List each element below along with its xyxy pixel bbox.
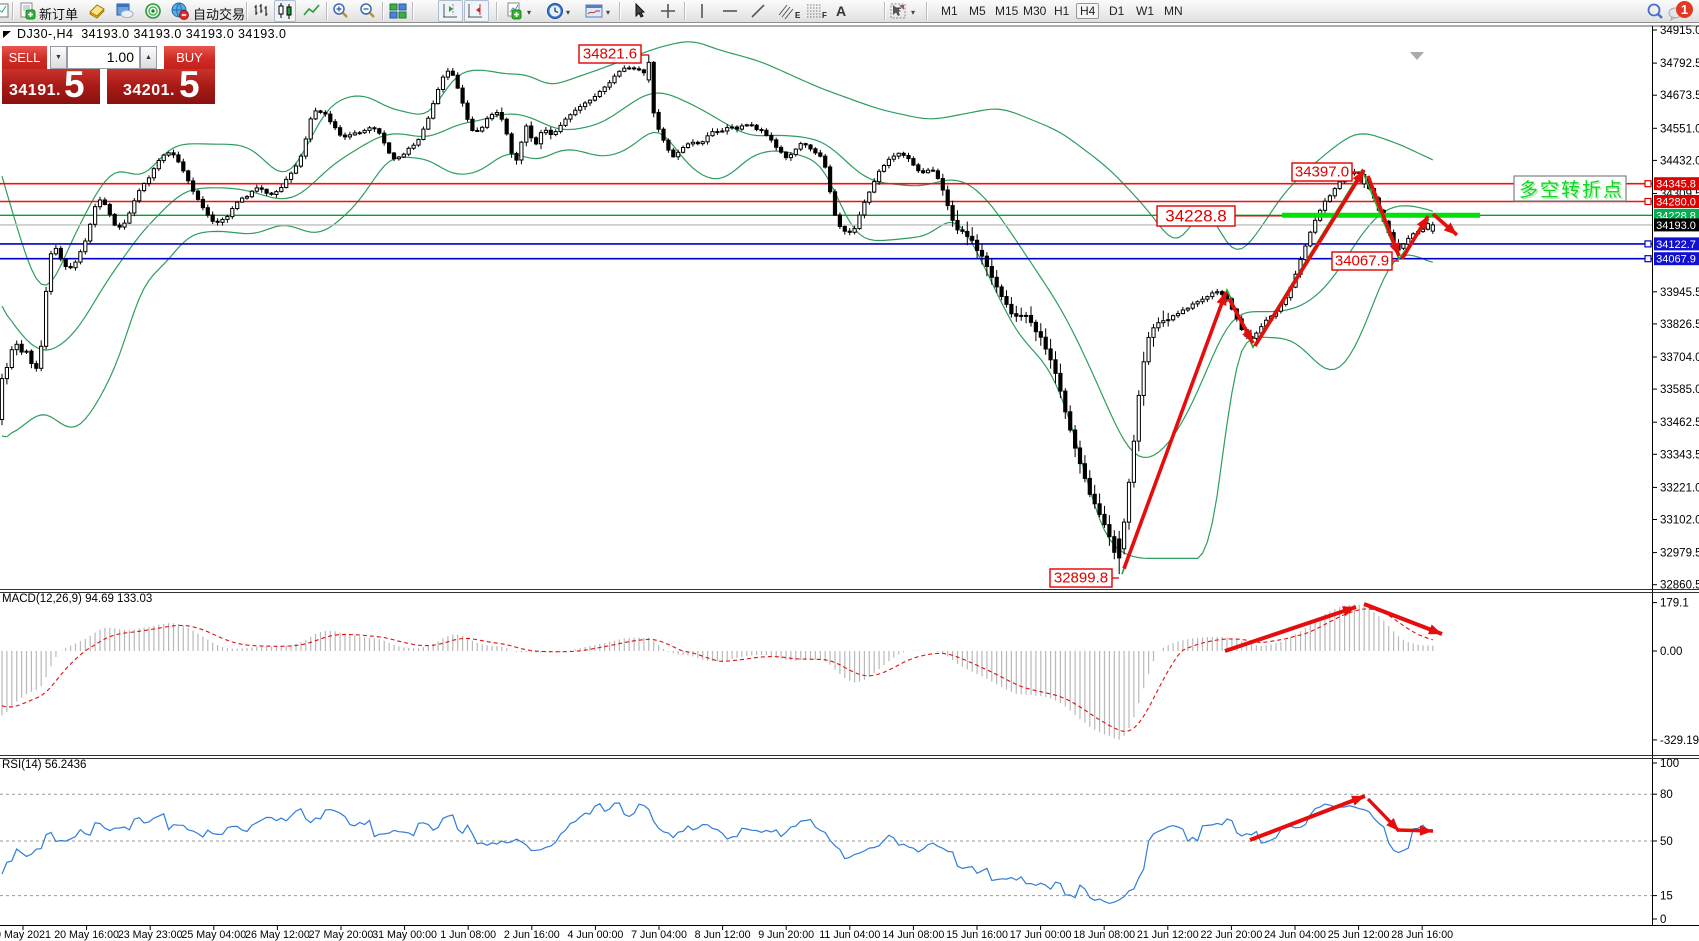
svg-text:179.1: 179.1	[1660, 598, 1689, 610]
svg-text:20 May 16:00: 20 May 16:00	[54, 929, 119, 941]
svg-text:多空转折点: 多空转折点	[1519, 179, 1622, 201]
svg-text:80: 80	[1660, 789, 1673, 801]
svg-text:34193.0: 34193.0	[1656, 220, 1696, 232]
svg-text:9 Jun 20:00: 9 Jun 20:00	[758, 929, 814, 941]
svg-text:33102.0: 33102.0	[1660, 515, 1699, 527]
svg-text:33343.5: 33343.5	[1660, 449, 1699, 461]
svg-text:22 Jun 20:00: 22 Jun 20:00	[1200, 929, 1262, 941]
svg-text:33704.0: 33704.0	[1660, 352, 1699, 364]
svg-text:34228.8: 34228.8	[1165, 207, 1226, 226]
svg-text:4 Jun 00:00: 4 Jun 00:00	[567, 929, 623, 941]
svg-text:-329.19: -329.19	[1660, 735, 1699, 747]
svg-text:34067.9: 34067.9	[1656, 254, 1696, 266]
svg-text:32979.5: 32979.5	[1660, 548, 1699, 560]
svg-text:34280.0: 34280.0	[1656, 197, 1696, 209]
svg-text:34915.0: 34915.0	[1660, 25, 1699, 37]
svg-text:14 Jun 08:00: 14 Jun 08:00	[882, 929, 944, 941]
svg-text:DJ30-,H4 34193.0 34193.0 3419: DJ30-,H4 34193.0 34193.0 34193.0 34193.0	[17, 27, 286, 41]
svg-text:MACD(12,26,9) 94.69 133.03: MACD(12,26,9) 94.69 133.03	[2, 593, 152, 605]
svg-text:15 Jun 16:00: 15 Jun 16:00	[946, 929, 1008, 941]
svg-text:8 Jun 12:00: 8 Jun 12:00	[695, 929, 751, 941]
svg-text:26 May 12:00: 26 May 12:00	[245, 929, 310, 941]
svg-text:33585.0: 33585.0	[1660, 384, 1699, 396]
svg-text:RSI(14) 56.2436: RSI(14) 56.2436	[2, 759, 86, 771]
svg-text:34551.0: 34551.0	[1660, 123, 1699, 135]
svg-text:32860.5: 32860.5	[1660, 580, 1699, 592]
svg-text:34673.5: 34673.5	[1660, 90, 1699, 102]
svg-text:9 May 2021: 9 May 2021	[0, 929, 51, 941]
svg-text:15: 15	[1660, 891, 1673, 903]
svg-text:25 Jun 12:00: 25 Jun 12:00	[1328, 929, 1390, 941]
svg-text:18 Jun 08:00: 18 Jun 08:00	[1073, 929, 1135, 941]
svg-text:25 May 04:00: 25 May 04:00	[181, 929, 246, 941]
svg-text:1 Jun 08:00: 1 Jun 08:00	[440, 929, 496, 941]
svg-text:32899.8: 32899.8	[1054, 570, 1108, 587]
svg-text:27 May 20:00: 27 May 20:00	[309, 929, 374, 941]
svg-text:34067.9: 34067.9	[1335, 253, 1389, 270]
svg-text:50: 50	[1660, 836, 1673, 848]
svg-text:多空转折点: 多空转折点	[1521, 181, 1624, 203]
svg-text:33945.5: 33945.5	[1660, 287, 1699, 299]
svg-text:0.00: 0.00	[1660, 646, 1682, 658]
svg-text:11 Jun 04:00: 11 Jun 04:00	[819, 929, 880, 941]
svg-text:33221.0: 33221.0	[1660, 482, 1699, 494]
svg-text:34792.5: 34792.5	[1660, 58, 1699, 70]
svg-text:34397.0: 34397.0	[1295, 164, 1349, 181]
svg-text:23 May 23:00: 23 May 23:00	[118, 929, 183, 941]
svg-text:17 Jun 00:00: 17 Jun 00:00	[1010, 929, 1072, 941]
svg-text:33462.5: 33462.5	[1660, 417, 1699, 429]
svg-text:34821.6: 34821.6	[583, 46, 637, 63]
svg-text:34432.0: 34432.0	[1660, 155, 1699, 167]
svg-text:33826.5: 33826.5	[1660, 319, 1699, 331]
svg-text:100: 100	[1660, 758, 1679, 770]
svg-text:24 Jun 04:00: 24 Jun 04:00	[1264, 929, 1326, 941]
svg-text:21 Jun 12:00: 21 Jun 12:00	[1137, 929, 1199, 941]
svg-text:2 Jun 16:00: 2 Jun 16:00	[504, 929, 560, 941]
svg-text:0: 0	[1660, 914, 1666, 926]
svg-text:34345.8: 34345.8	[1656, 179, 1696, 191]
svg-text:34122.7: 34122.7	[1656, 239, 1696, 251]
svg-text:7 Jun 04:00: 7 Jun 04:00	[631, 929, 687, 941]
svg-text:31 May 00:00: 31 May 00:00	[372, 929, 437, 941]
svg-text:28 Jun 16:00: 28 Jun 16:00	[1391, 929, 1453, 941]
